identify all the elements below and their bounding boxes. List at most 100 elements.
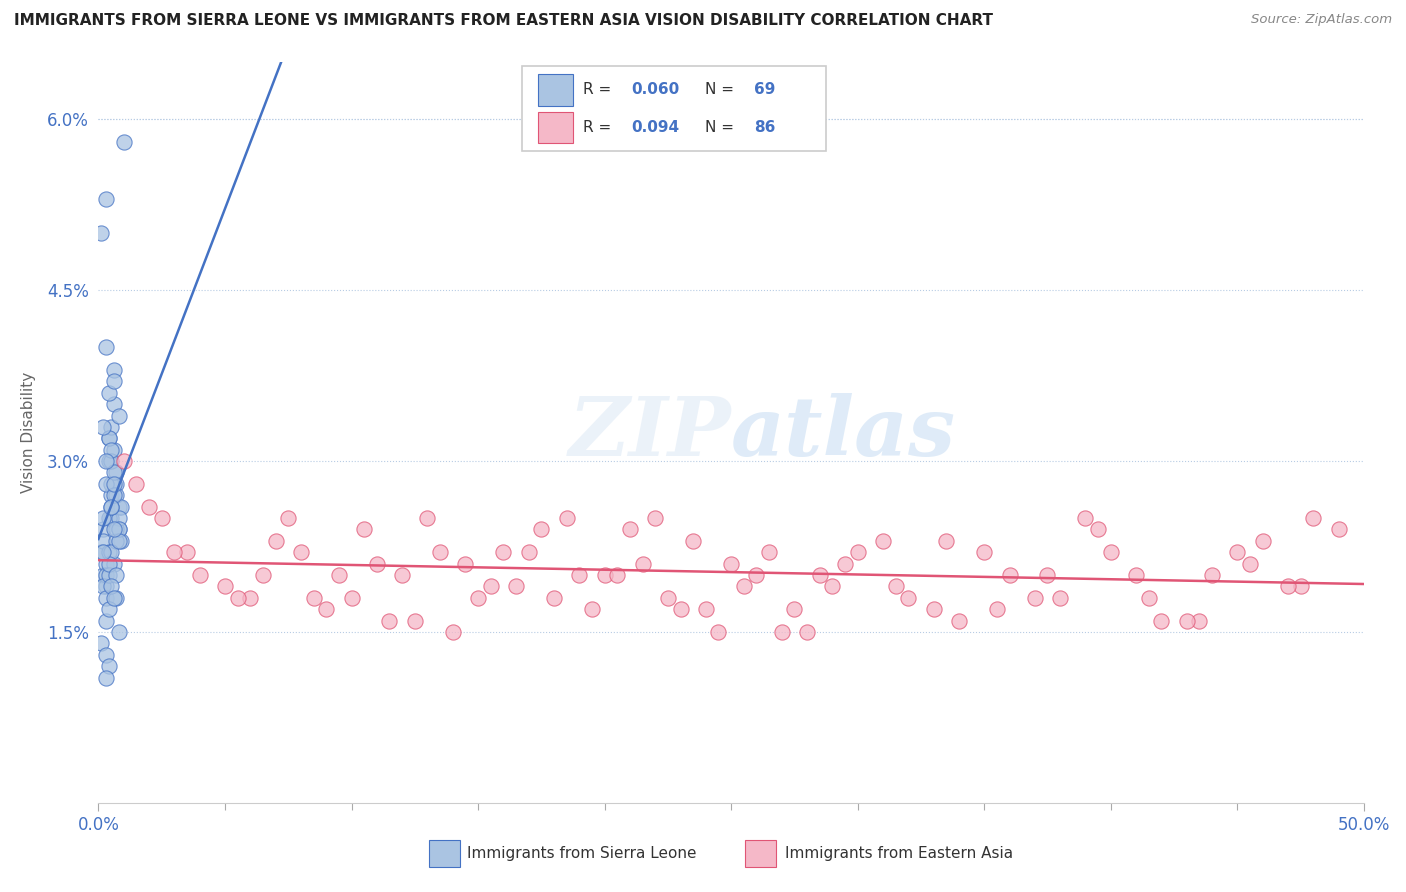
- Point: [1277, 579, 1299, 593]
- Point: [682, 533, 704, 548]
- Point: [93, 420, 115, 434]
- Point: [94, 557, 117, 571]
- Point: [97, 568, 120, 582]
- Point: [517, 545, 540, 559]
- Point: [454, 557, 477, 571]
- Point: [105, 523, 128, 537]
- Point: [1188, 614, 1211, 628]
- Point: [1226, 545, 1249, 559]
- Point: [1087, 523, 1109, 537]
- Point: [110, 500, 132, 514]
- Point: [105, 591, 128, 605]
- Point: [97, 454, 120, 468]
- Point: [94, 476, 117, 491]
- Point: [1302, 511, 1324, 525]
- Point: [105, 466, 128, 480]
- Point: [239, 591, 262, 605]
- Point: [695, 602, 717, 616]
- Point: [107, 511, 129, 525]
- Point: [669, 602, 692, 616]
- Point: [328, 568, 350, 582]
- Point: [97, 511, 120, 525]
- Point: [353, 523, 375, 537]
- Point: [1137, 591, 1160, 605]
- Point: [935, 533, 957, 548]
- Point: [103, 488, 125, 502]
- Text: 0.094: 0.094: [631, 120, 679, 135]
- Point: [163, 545, 186, 559]
- Point: [340, 591, 363, 605]
- Point: [593, 568, 616, 582]
- Point: [581, 602, 603, 616]
- Point: [290, 545, 312, 559]
- Point: [90, 636, 112, 650]
- Point: [93, 511, 115, 525]
- Point: [1036, 568, 1059, 582]
- Text: N =: N =: [704, 82, 738, 97]
- Point: [733, 579, 755, 593]
- Point: [107, 624, 129, 639]
- Point: [1024, 591, 1046, 605]
- Point: [107, 523, 129, 537]
- Point: [107, 523, 129, 537]
- Point: [302, 591, 325, 605]
- Point: [103, 557, 125, 571]
- Point: [467, 591, 489, 605]
- Point: [100, 545, 122, 559]
- Point: [479, 579, 502, 593]
- Point: [922, 602, 945, 616]
- Point: [93, 533, 115, 548]
- Point: [93, 568, 115, 582]
- Point: [103, 476, 125, 491]
- Point: [1150, 614, 1173, 628]
- Point: [720, 557, 742, 571]
- Point: [707, 624, 730, 639]
- Point: [884, 579, 907, 593]
- Point: [429, 545, 451, 559]
- Point: [404, 614, 426, 628]
- Point: [555, 511, 578, 525]
- Point: [112, 135, 135, 149]
- Point: [107, 500, 129, 514]
- Point: [100, 488, 122, 502]
- Point: [366, 557, 388, 571]
- Point: [94, 454, 117, 468]
- Point: [897, 591, 920, 605]
- Point: [100, 500, 122, 514]
- Point: [872, 533, 894, 548]
- Point: [97, 557, 120, 571]
- Bar: [537, 112, 574, 143]
- Point: [94, 579, 117, 593]
- Point: [100, 420, 122, 434]
- Point: [100, 454, 122, 468]
- Point: [94, 648, 117, 662]
- Text: R =: R =: [583, 82, 616, 97]
- Point: [100, 500, 122, 514]
- Text: atlas: atlas: [731, 392, 956, 473]
- Point: [543, 591, 565, 605]
- Point: [277, 511, 299, 525]
- Point: [644, 511, 666, 525]
- Point: [97, 431, 120, 445]
- Point: [973, 545, 995, 559]
- Point: [150, 511, 173, 525]
- Point: [94, 614, 117, 628]
- Text: N =: N =: [704, 120, 738, 135]
- Point: [93, 523, 115, 537]
- Point: [97, 431, 120, 445]
- Point: [834, 557, 856, 571]
- Point: [1175, 614, 1198, 628]
- Point: [188, 568, 211, 582]
- Point: [1251, 533, 1274, 548]
- Point: [1239, 557, 1261, 571]
- Point: [1289, 579, 1312, 593]
- Point: [110, 533, 132, 548]
- Point: [948, 614, 970, 628]
- Point: [441, 624, 464, 639]
- Text: Source: ZipAtlas.com: Source: ZipAtlas.com: [1251, 13, 1392, 27]
- Point: [758, 545, 780, 559]
- Point: [107, 533, 129, 548]
- Point: [391, 568, 413, 582]
- Point: [416, 511, 439, 525]
- Point: [252, 568, 274, 582]
